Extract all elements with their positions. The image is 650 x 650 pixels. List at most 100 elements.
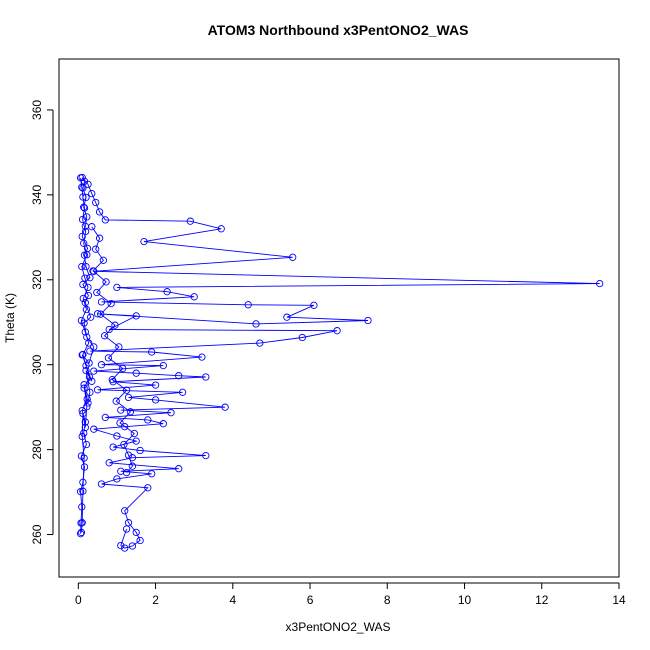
- data-point: [190, 293, 198, 301]
- data-point: [97, 361, 106, 369]
- data-point: [120, 440, 128, 449]
- data-point: [78, 406, 86, 415]
- data-point: [84, 399, 92, 407]
- data-point: [80, 239, 88, 247]
- data-point: [76, 488, 85, 496]
- data-point: [289, 253, 297, 261]
- data-point: [105, 459, 113, 467]
- data-point: [78, 215, 87, 224]
- data-point: [79, 350, 87, 359]
- data-point: [130, 429, 138, 438]
- data-point: [80, 384, 88, 392]
- data-point: [109, 443, 117, 451]
- data-point: [144, 484, 152, 492]
- data-point: [117, 406, 125, 414]
- data-point: [136, 536, 144, 545]
- data-point: [122, 386, 131, 394]
- data-point: [116, 419, 124, 427]
- data-point: [81, 227, 90, 236]
- data-point: [93, 288, 101, 297]
- data-point: [283, 313, 291, 321]
- data-point: [90, 343, 98, 351]
- x-axis-title: x3PentONO2_WAS: [286, 620, 391, 634]
- data-point: [148, 470, 156, 478]
- data-point: [333, 327, 341, 335]
- data-point: [82, 361, 90, 370]
- data-point: [148, 348, 156, 356]
- data-point: [87, 313, 95, 321]
- data-point: [79, 478, 87, 486]
- data-point: [82, 262, 90, 271]
- series-line: [80, 177, 600, 549]
- data-point: [77, 519, 85, 527]
- data-point: [244, 301, 252, 309]
- data-point: [310, 301, 318, 309]
- data-point: [159, 361, 167, 370]
- data-point: [83, 395, 91, 403]
- data-point: [88, 189, 96, 198]
- data-point: [198, 353, 206, 361]
- data-point: [83, 251, 91, 259]
- data-point: [144, 416, 152, 424]
- data-point: [97, 480, 106, 488]
- data-point: [256, 339, 264, 347]
- data-point: [108, 375, 116, 384]
- data-point: [79, 184, 87, 192]
- data-point: [175, 465, 183, 473]
- data-point: [252, 320, 260, 328]
- data-point: [82, 440, 91, 449]
- y-axis: 260 280 300 320 340 360: [30, 100, 54, 545]
- data-point: [92, 198, 100, 207]
- data-point: [112, 397, 120, 405]
- series-1: [77, 173, 604, 552]
- data-point: [121, 423, 129, 431]
- data-point: [132, 437, 140, 445]
- data-point: [86, 347, 94, 355]
- data-point: [88, 377, 96, 385]
- data-point: [115, 343, 123, 351]
- data-point: [81, 328, 89, 336]
- data-point: [80, 429, 88, 437]
- x-tick-label: 12: [535, 593, 549, 607]
- series-2: [76, 174, 94, 538]
- y-tick-label: 340: [30, 185, 44, 205]
- chart-title: ATOM3 Northbound x3PentONO2_WAS: [208, 22, 469, 38]
- y-tick-label: 300: [30, 354, 44, 374]
- data-point: [79, 294, 87, 303]
- data-point: [100, 332, 109, 340]
- series-layer: [76, 173, 604, 552]
- data-point: [97, 310, 105, 318]
- series-line: [80, 177, 90, 534]
- data-point: [159, 420, 167, 428]
- data-point: [113, 283, 121, 292]
- data-point: [202, 451, 210, 460]
- x-axis: 0 2 4 6 8 10 12 14: [75, 582, 626, 607]
- data-point: [140, 237, 148, 246]
- data-point: [124, 393, 133, 402]
- data-point: [364, 316, 372, 325]
- x-tick-label: 4: [229, 593, 236, 607]
- data-point: [82, 305, 91, 314]
- data-point: [86, 388, 94, 396]
- data-point: [102, 278, 110, 286]
- series-3: [88, 223, 138, 477]
- data-point: [122, 468, 131, 477]
- data-point: [136, 446, 144, 455]
- data-point: [78, 232, 86, 241]
- data-point: [107, 299, 115, 308]
- x-tick-label: 8: [384, 593, 391, 607]
- x-tick-label: 2: [152, 593, 159, 607]
- data-point: [126, 408, 135, 416]
- data-point: [151, 396, 160, 404]
- y-tick-label: 280: [30, 439, 44, 459]
- data-point: [85, 373, 94, 381]
- data-point: [82, 366, 90, 375]
- data-point: [89, 267, 97, 275]
- data-point: [93, 386, 102, 394]
- data-point: [122, 525, 131, 533]
- data-point: [81, 274, 89, 282]
- data-point: [92, 245, 100, 253]
- data-point: [101, 216, 109, 224]
- data-point: [132, 369, 140, 377]
